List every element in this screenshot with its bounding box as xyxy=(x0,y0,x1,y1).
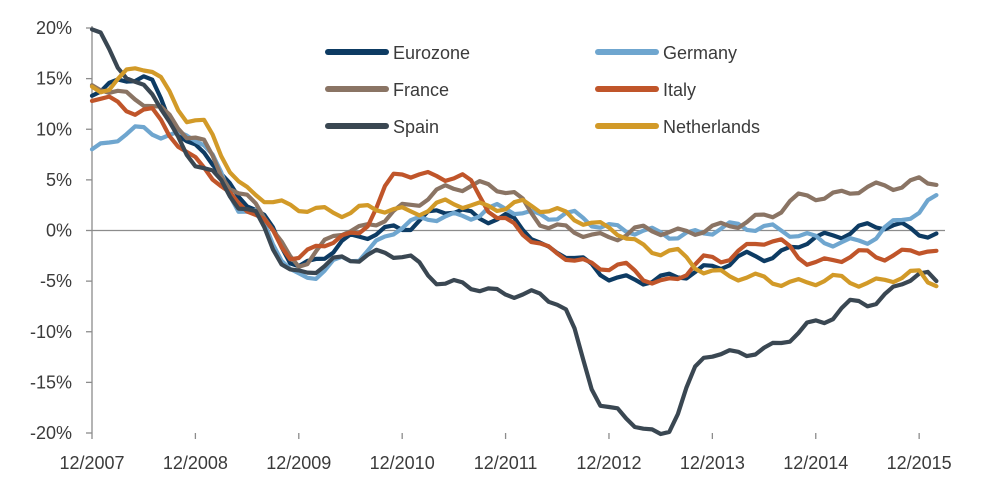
x-tick-label: 12/2010 xyxy=(370,453,435,473)
x-tick-label: 12/2015 xyxy=(887,453,952,473)
series-line-france xyxy=(89,83,939,269)
series-line-spain xyxy=(89,27,939,437)
x-axis: 12/2007 12/2008 12/2009 12/2010 12/2011 12/20… xyxy=(59,229,952,473)
series-line-netherlands xyxy=(89,66,939,289)
legend-label-germany: Germany xyxy=(663,43,737,63)
x-tick-label: 12/2007 xyxy=(59,453,124,473)
y-tick-label: 5% xyxy=(46,170,72,190)
y-tick-label: 20% xyxy=(36,18,72,38)
y-tick-label: -10% xyxy=(30,322,72,342)
x-tick-label: 12/2014 xyxy=(783,453,848,473)
y-tick-label: -15% xyxy=(30,372,72,392)
y-tick-label: -5% xyxy=(40,271,72,291)
legend-label-netherlands: Netherlands xyxy=(663,117,760,137)
y-tick-label: 10% xyxy=(36,119,72,139)
y-tick-label: 15% xyxy=(36,69,72,89)
x-tick-label: 12/2008 xyxy=(163,453,228,473)
series-lines xyxy=(89,27,939,437)
y-tick-label: 0% xyxy=(46,221,72,241)
x-tick-label: 12/2013 xyxy=(680,453,745,473)
legend-label-italy: Italy xyxy=(663,80,696,100)
legend-label-france: France xyxy=(393,80,449,100)
x-tick-label: 12/2012 xyxy=(576,453,641,473)
legend-label-eurozone: Eurozone xyxy=(393,43,470,63)
series-line-italy xyxy=(89,94,939,286)
legend-label-spain: Spain xyxy=(393,117,439,137)
legend: Eurozone Germany France Italy Spain Netherlan… xyxy=(325,43,760,137)
x-tick-label: 12/2009 xyxy=(266,453,331,473)
y-axis: 20% 15% 10% 5% 0% -5% -10% -15% -20% xyxy=(30,18,93,443)
x-tick-label: 12/2011 xyxy=(474,453,538,473)
y-tick-label: -20% xyxy=(30,423,72,443)
series-line-eurozone xyxy=(89,74,939,287)
